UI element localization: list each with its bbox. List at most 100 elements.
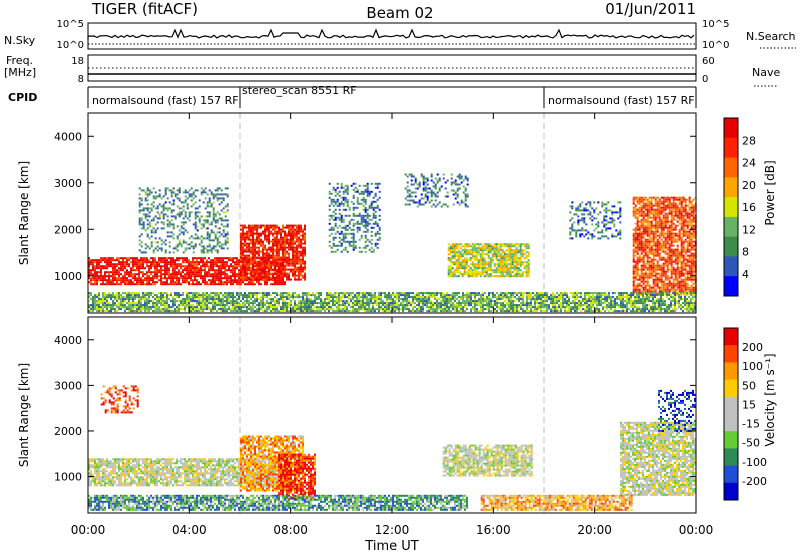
range-cell [298,256,300,259]
range-cell [208,283,210,286]
range-cell [192,308,194,311]
range-cell [168,271,170,274]
range-cell [212,310,214,313]
range-cell [286,296,288,299]
range-cell [370,292,372,295]
range-cell [98,300,100,303]
range-cell [364,304,366,307]
range-cell [374,296,376,299]
range-cell [268,262,270,265]
range-cell [308,294,310,297]
range-cell [206,281,208,284]
range-cell [100,283,102,286]
range-cell [328,304,330,307]
range-cell [238,277,240,280]
range-cell [485,253,488,256]
range-cell [172,277,174,280]
range-cell [244,306,246,309]
range-cell [108,279,110,282]
range-cell [278,294,280,297]
range-cell [266,273,268,276]
range-cell [260,304,262,307]
range-cell [170,277,172,280]
range-cell [668,254,671,257]
range-cell [136,306,138,309]
range-cell [278,250,280,253]
range-cell [228,300,230,303]
range-cell [638,210,641,213]
range-cell [288,232,290,235]
range-cell [208,271,210,274]
range-cell [688,240,691,243]
range-cell [296,254,298,257]
range-cell [364,306,366,309]
range-cell [642,242,645,245]
range-cell [469,273,472,276]
range-cell [666,220,669,223]
range-cell [638,220,641,223]
range-cell [138,306,140,309]
range-cell [280,242,282,245]
range-cell [246,276,248,279]
range-cell [678,230,681,233]
range-cell [471,263,474,266]
range-cell [140,304,142,307]
range-cell [662,198,665,201]
range-cell [260,273,262,276]
range-cell [396,306,398,309]
range-cell [216,265,218,268]
range-cell [676,232,679,235]
range-cell [92,310,94,313]
range-cell [658,244,661,247]
range-cell [122,267,124,270]
range-cell [280,240,282,243]
range-cell [487,261,490,264]
range-cell [212,296,214,299]
range-cell [282,300,284,303]
range-cell [646,242,649,245]
range-cell [666,218,669,221]
range-cell [290,248,292,251]
range-cell [220,273,222,276]
range-cell [688,234,691,237]
range-cell [320,302,322,305]
range-cell [134,310,136,313]
range-cell [465,261,468,264]
range-cell [212,298,214,301]
range-cell [186,281,188,284]
range-cell [194,257,196,260]
range-cell [666,206,669,209]
range-cell [632,260,635,263]
range-cell [469,249,472,252]
range-cell [130,308,132,311]
range-cell [100,271,102,274]
range-cell [354,296,356,299]
range-cell [128,304,130,307]
range-cell [128,265,130,268]
range-cell [190,310,192,313]
range-cell [652,284,655,287]
range-cell [652,270,655,273]
range-cell [688,250,691,253]
range-cell [280,248,282,251]
range-cell [682,232,685,235]
range-cell [632,198,635,201]
range-cell [511,265,514,268]
noise-left-tick-top: 10^5 [57,19,84,30]
range-cell [650,292,653,295]
range-cell [226,261,228,264]
range-cell [110,281,112,284]
range-cell [204,304,206,307]
range-cell [656,224,659,227]
range-cell [172,279,174,282]
range-cell [186,271,188,274]
range-cell [106,296,108,299]
range-cell [272,310,274,313]
range-cell [302,274,304,277]
range-cell [447,243,450,246]
range-cell [503,271,506,274]
range-cell [652,280,655,283]
range-cell [672,252,675,255]
range-cell [264,254,266,257]
range-cell [122,292,124,295]
